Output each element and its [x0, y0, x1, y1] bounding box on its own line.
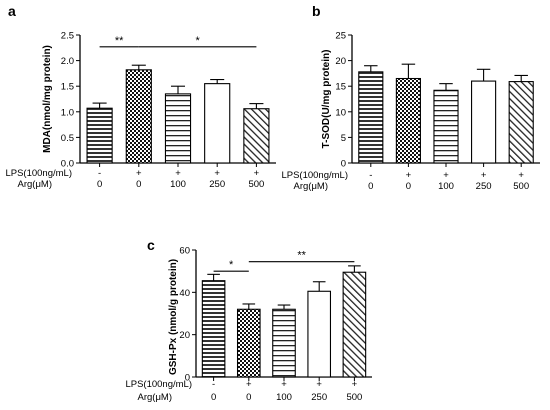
y-tick-label-a: 1.5 [61, 82, 74, 93]
lps-value-a-5: + [254, 168, 260, 179]
panel-letter-b: b [312, 3, 321, 19]
lps-value-a-4: + [214, 168, 220, 179]
y-tick-label-b: 15 [335, 82, 346, 93]
panel-c: c GSH-Px (nmol/g protein) 0 20 40 60 - 0 +0 +10… [125, 237, 372, 403]
y-tick-label-a: 0.5 [61, 133, 74, 144]
panel-letter-c: c [147, 237, 155, 253]
significance-mark-a-2: * [195, 35, 200, 47]
lps-value-a-2: + [136, 168, 142, 179]
plot-area-c: 0 20 40 60 - 0 +0 +100 +250 +500 LPS(100ng/mL) Arg(… [125, 246, 372, 403]
y-tick-label-b: 0 [341, 159, 346, 170]
y-tick-label-b: 5 [341, 133, 346, 144]
lps-value-c-4: + [316, 379, 322, 390]
y-axis-label-c: GSH-Px (nmol/g protein) [168, 259, 179, 375]
y-tick-label-a: 1.0 [61, 107, 74, 118]
plot-area-a: 0.00.51.01.52.02.5-0+0+100+250+500LPS(10… [5, 31, 276, 190]
bar-b-4 [471, 80, 497, 164]
arg-value-c-3: 100 [276, 392, 292, 403]
bar-a-5 [243, 108, 270, 164]
bar-c-2 [236, 308, 261, 378]
arg-value-c-2: 0 [246, 392, 251, 403]
panel-letter-a: a [8, 3, 16, 19]
panel-a: a MDA(nmol/mg protein) 0.0 0.5 1.0 1.5 2.0 2.… [5, 3, 276, 190]
y-tick-label-c: 0 [185, 373, 190, 384]
lps-value-b-2: + [406, 170, 412, 181]
lps-row-label-c: LPS(100ng/mL) [125, 379, 192, 390]
lps-value-a-3: + [175, 168, 181, 179]
significance-mark-c-2: ** [297, 250, 306, 262]
y-tick-label-c: 60 [179, 246, 190, 257]
arg-value-a-4: 250 [209, 179, 225, 190]
bar-b-1 [358, 71, 384, 164]
bar-c-5 [342, 271, 367, 378]
arg-value-b-2: 0 [406, 181, 411, 192]
y-tick-label-b: 25 [335, 31, 346, 42]
y-tick-label-a: 2.5 [61, 31, 74, 42]
lps-value-b-4: + [481, 170, 487, 181]
panel-b: b T-SOD(U/mg protein) 0510152025-0+0+100… [281, 3, 540, 192]
bar-c-3 [272, 308, 296, 378]
y-tick-label-a: 0.0 [61, 159, 74, 170]
lps-value-c-1: - [212, 379, 215, 390]
y-tick-label-c: 20 [179, 330, 190, 341]
arg-value-b-3: 100 [438, 181, 454, 192]
bar-a-1 [86, 107, 113, 164]
significance-mark-c-1: * [229, 259, 234, 271]
lps-value-b-5: + [518, 170, 524, 181]
bar-a-3 [164, 93, 192, 164]
lps-value-b-1: - [369, 170, 372, 181]
arg-row-label-c: Arg(μM) [138, 392, 173, 403]
y-tick-label-b: 10 [335, 107, 346, 118]
bar-b-2 [395, 77, 421, 164]
arg-value-a-2: 0 [136, 179, 141, 190]
bar-b-3 [433, 89, 459, 164]
lps-value-c-5: + [352, 379, 358, 390]
arg-value-c-1: 0 [211, 392, 216, 403]
y-tick-label-b: 20 [335, 56, 346, 67]
bar-a-2 [125, 69, 152, 164]
y-tick-label-c: 40 [179, 288, 190, 299]
lps-value-c-3: + [281, 379, 287, 390]
arg-value-a-1: 0 [97, 179, 102, 190]
lps-row-label-b: LPS(100ng/mL) [281, 170, 348, 181]
plot-area-b: 0510152025-0+0+100+250+500LPS(100ng/mL)A… [281, 31, 540, 192]
arg-value-a-5: 500 [248, 179, 264, 190]
lps-row-label-a: LPS(100ng/mL) [5, 168, 72, 179]
y-tick-label-a: 2.0 [61, 56, 74, 67]
bar-c-1 [201, 280, 226, 378]
y-axis-label-b: T-SOD(U/mg protein) [321, 50, 332, 149]
arg-value-b-1: 0 [368, 181, 373, 192]
arg-value-c-5: 500 [346, 392, 362, 403]
arg-value-b-5: 500 [513, 181, 529, 192]
y-axis-label-a: MDA(nmol/mg protein) [42, 45, 53, 153]
arg-value-c-4: 250 [311, 392, 327, 403]
significance-mark-a-1: ** [115, 35, 124, 47]
bar-a-4 [204, 83, 231, 164]
arg-row-label-a: Arg(μM) [18, 179, 53, 190]
bar-b-5 [508, 81, 534, 164]
arg-row-label-b: Arg(μM) [294, 181, 329, 192]
lps-value-a-1: - [98, 168, 101, 179]
arg-value-b-4: 250 [476, 181, 492, 192]
arg-value-a-3: 100 [170, 179, 186, 190]
lps-value-c-2: + [246, 379, 252, 390]
lps-value-b-3: + [443, 170, 449, 181]
bar-c-4 [307, 290, 332, 378]
